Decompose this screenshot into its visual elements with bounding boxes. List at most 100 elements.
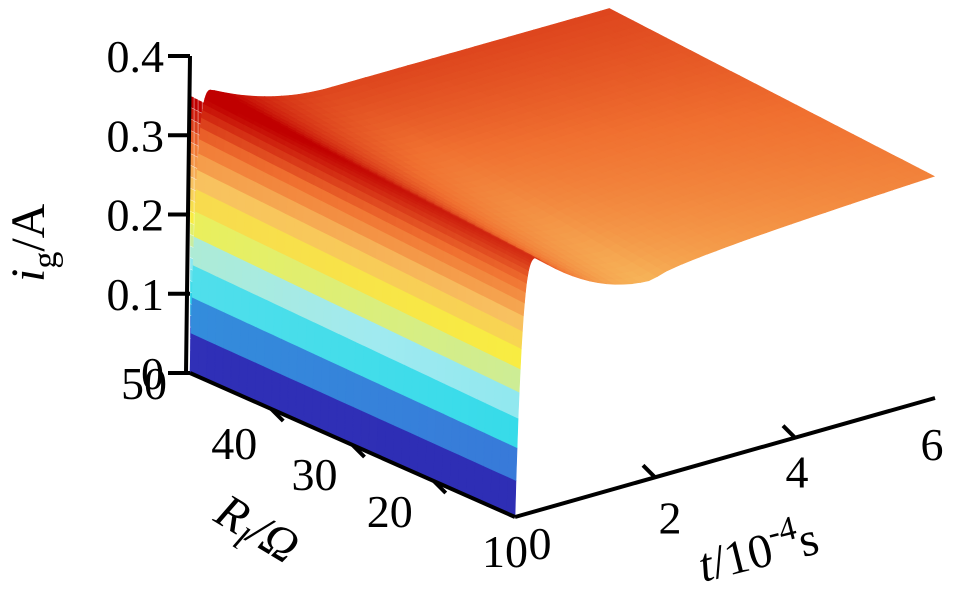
surface-patch — [501, 383, 512, 415]
surface-patch — [458, 420, 469, 459]
surface-patch — [296, 345, 307, 386]
surface-patch — [215, 308, 225, 349]
surface-patch — [376, 417, 387, 460]
surface-patch — [232, 283, 243, 321]
surface-patch — [437, 329, 448, 358]
surface-patch — [386, 356, 397, 392]
surface-patch — [331, 277, 342, 307]
surface-patch — [406, 292, 417, 319]
surface-patch — [249, 263, 260, 297]
surface-patch — [434, 409, 445, 448]
surface-patch — [502, 360, 513, 389]
surface-patch — [290, 282, 301, 316]
surface-patch — [418, 402, 429, 441]
surface-patch — [307, 265, 318, 296]
surface-patch — [433, 443, 444, 486]
surface-patch — [388, 305, 399, 335]
surface-patch — [242, 234, 253, 265]
surface-patch — [288, 341, 299, 382]
wall-patch — [189, 164, 195, 179]
surface-patch — [225, 251, 236, 285]
t-axis-title: t/10-4s — [691, 505, 824, 593]
surface-patch — [265, 271, 276, 304]
surface-patch — [414, 296, 425, 323]
wall-patch — [193, 120, 199, 135]
surface-patch — [507, 443, 518, 481]
surface-patch — [476, 398, 486, 434]
wall-patch — [193, 109, 199, 123]
surface-patch — [270, 369, 281, 414]
surface-patch — [370, 348, 381, 385]
surface-patch — [426, 405, 437, 445]
surface-patch — [216, 276, 226, 313]
surface-patch — [230, 351, 241, 396]
surface-patch — [348, 285, 359, 315]
surface-patch — [299, 261, 310, 292]
surface-patch — [259, 220, 270, 248]
z-tick-label: 0 — [141, 348, 164, 399]
surface-patch — [466, 424, 477, 463]
surface-patch — [257, 267, 268, 300]
surface-patch — [436, 352, 447, 385]
z-tick-label: 0.2 — [107, 190, 165, 241]
surface-patch — [275, 250, 285, 280]
surface-patch — [368, 413, 379, 457]
surface-patch — [454, 316, 465, 342]
z-axis-title: ig/A — [2, 203, 64, 282]
surface-patch — [190, 296, 201, 338]
surface-patch — [323, 273, 334, 304]
surface-patch — [389, 284, 400, 311]
surface-patch — [320, 356, 331, 397]
surface-patch — [410, 398, 420, 437]
surface-patch — [273, 302, 283, 340]
r-tick-label: 40 — [211, 418, 257, 469]
surface-patch — [360, 410, 371, 453]
surface-patch — [400, 428, 411, 471]
surface-patch — [192, 236, 203, 270]
surface-patch — [324, 252, 335, 279]
surface-patch — [506, 476, 517, 518]
surface-patch — [470, 344, 480, 374]
surface-patch — [352, 406, 363, 450]
surface-patch — [354, 341, 365, 377]
surface-patch — [256, 295, 267, 332]
wall-patch — [193, 97, 199, 112]
r-tick — [351, 443, 366, 459]
surface-patch — [474, 461, 484, 504]
surface-patch — [452, 360, 463, 392]
r-tick — [432, 479, 448, 495]
surface-patch — [451, 387, 462, 422]
surface-patch — [443, 383, 454, 419]
surface-patch — [475, 428, 485, 467]
surface-mesh — [189, 8, 936, 518]
surface-patch — [303, 384, 314, 428]
surface-patch — [306, 290, 317, 323]
surface-patch — [372, 297, 383, 327]
surface-patch — [335, 399, 346, 442]
surface-patch — [482, 465, 493, 507]
surface-patch — [371, 321, 382, 354]
surface-patch — [339, 306, 349, 339]
surface-patch — [287, 376, 298, 421]
wall-patch — [193, 143, 199, 158]
surface-patch — [460, 364, 471, 396]
surface-patch — [327, 395, 338, 439]
surface-patch — [189, 332, 200, 378]
surface-patch — [445, 332, 456, 362]
surface-patch — [222, 347, 233, 392]
surface-patch — [395, 333, 406, 366]
surface-patch — [384, 421, 395, 464]
t-tick-label: 6 — [921, 419, 944, 470]
surface-patch — [491, 435, 502, 474]
surface-patch — [346, 337, 356, 373]
surface-patch — [194, 188, 205, 216]
surface-patch — [344, 402, 354, 446]
surface-patch — [234, 230, 245, 261]
surface-patch — [329, 329, 340, 366]
surface-patch — [393, 390, 404, 430]
surface-patch — [191, 264, 202, 302]
surface-patch — [493, 379, 504, 412]
surface-patch — [361, 375, 372, 415]
